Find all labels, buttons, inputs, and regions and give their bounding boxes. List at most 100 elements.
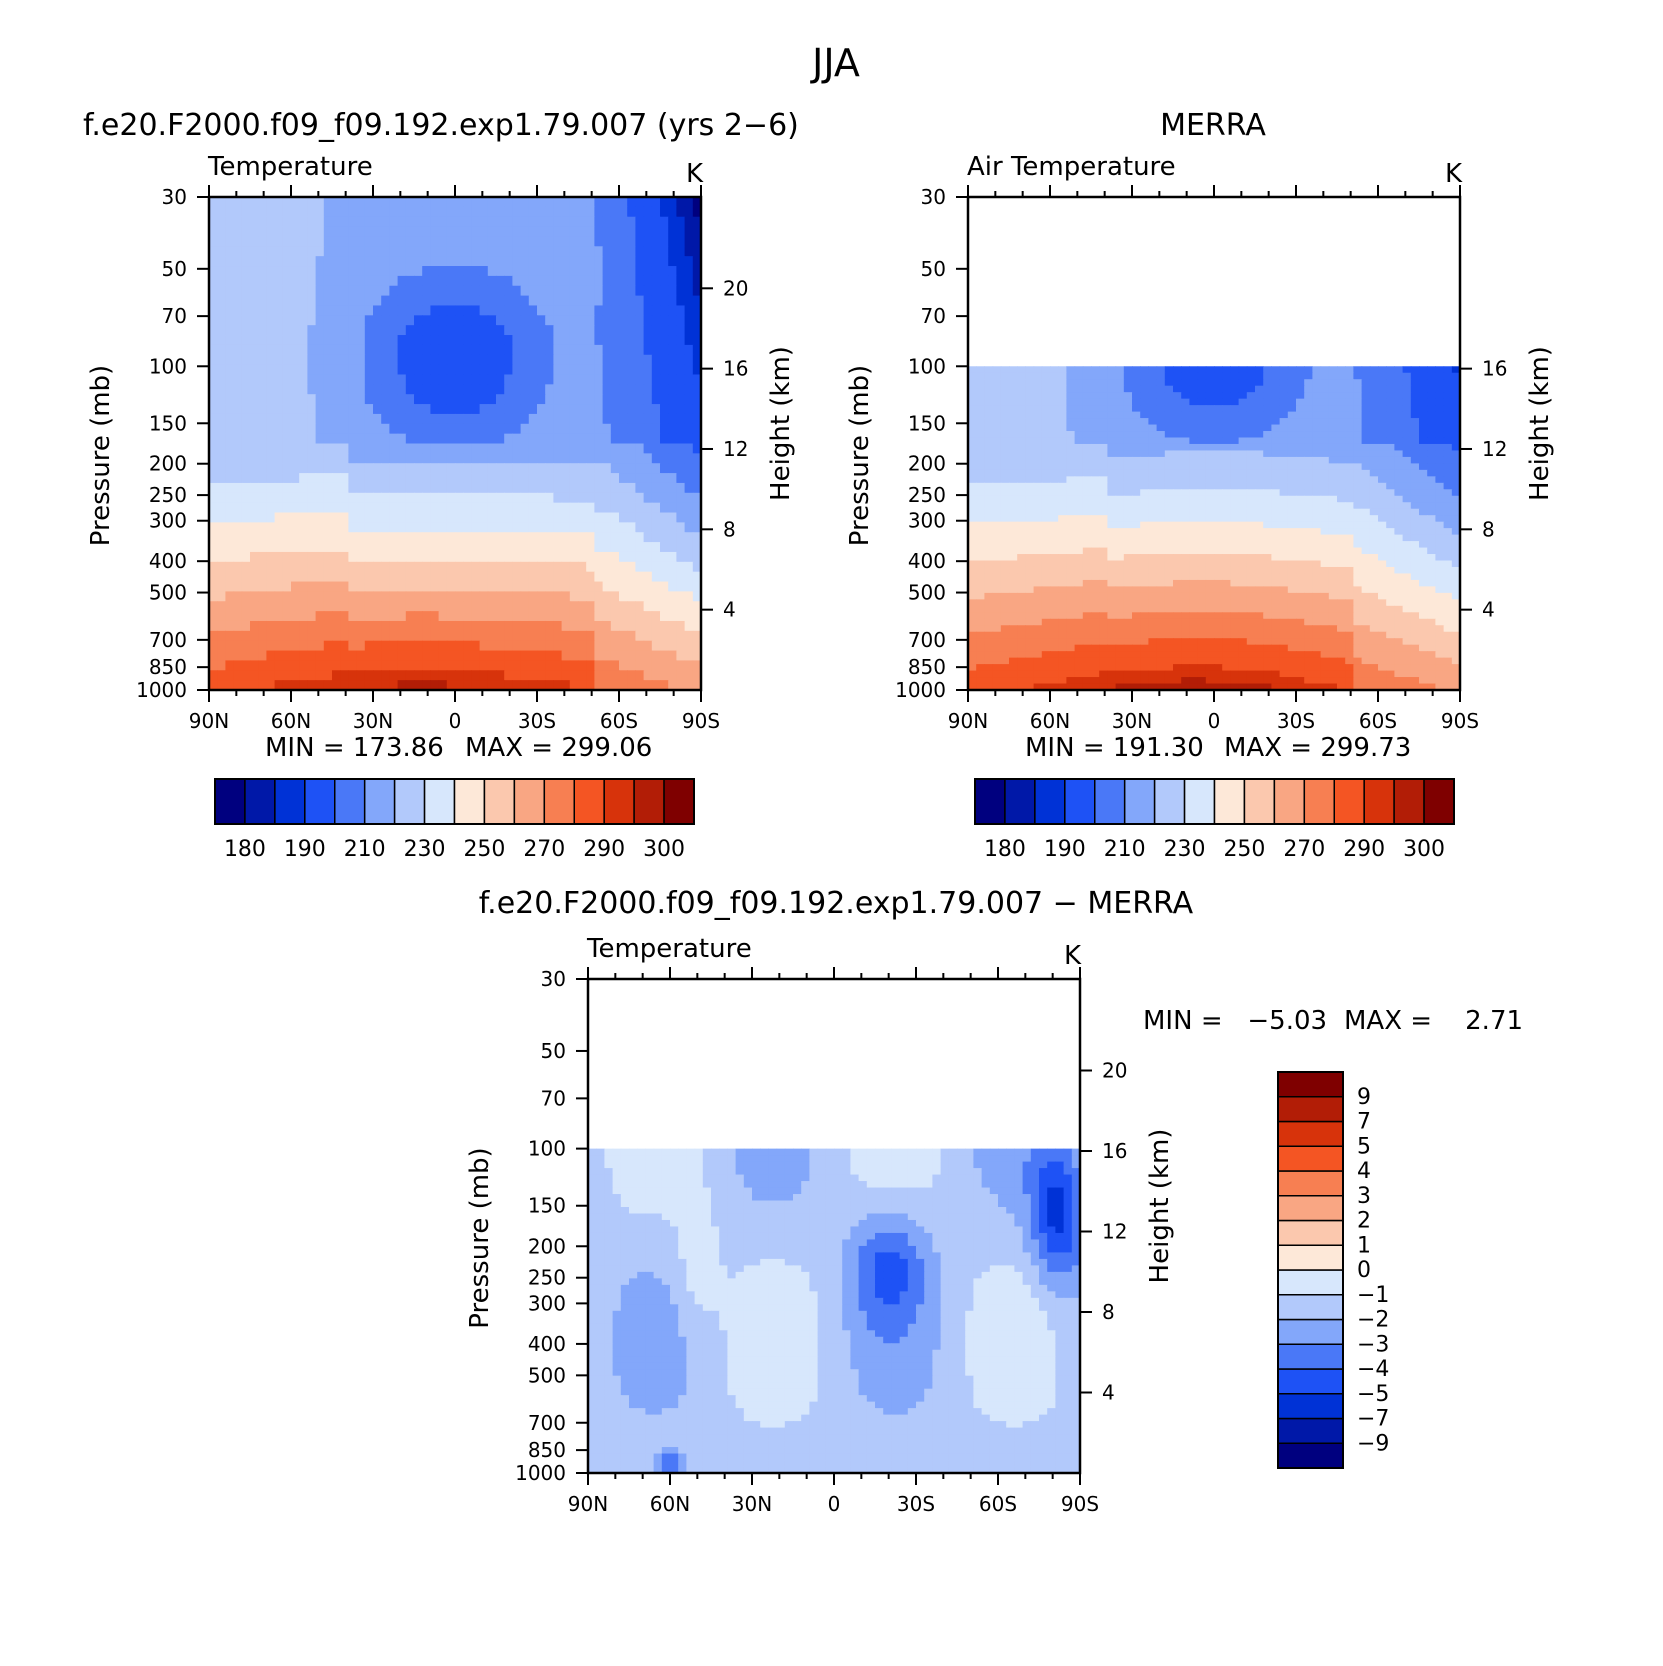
model-cell (602, 571, 612, 583)
obs-cell (1296, 385, 1305, 393)
model-cell (610, 591, 620, 602)
model-cell (266, 492, 276, 504)
model-cell (307, 325, 317, 336)
obs-cell (1320, 450, 1330, 458)
model-cell (463, 354, 472, 366)
obs-cell (1099, 482, 1108, 490)
obs-cell (1312, 456, 1322, 464)
model-cell (225, 542, 235, 553)
obs-cell (1050, 528, 1059, 536)
model-cell (241, 197, 251, 208)
obs-cell (976, 469, 985, 477)
obs-cell (1140, 379, 1149, 387)
model-cell (496, 561, 505, 573)
model-cell (586, 384, 595, 395)
model-cell (610, 502, 620, 514)
model-cell (364, 463, 374, 474)
obs-cell (1181, 534, 1190, 542)
model-cell (217, 433, 226, 445)
model-cell (340, 423, 349, 435)
model-cell (578, 492, 587, 504)
model-cell (364, 443, 374, 454)
obs-cell (1271, 379, 1281, 387)
model-cell (348, 591, 358, 602)
model-cell (241, 571, 251, 583)
obs-cell (1279, 418, 1289, 426)
model-cell (323, 601, 333, 612)
model-cell (274, 384, 284, 395)
obs-cell (1230, 456, 1240, 464)
model-cell (266, 473, 276, 484)
obs-cell (1337, 392, 1346, 400)
model-cell (586, 512, 595, 523)
model-cell (332, 364, 341, 376)
model-cell (446, 266, 456, 277)
model-cell (684, 423, 694, 435)
model-cell (422, 325, 431, 336)
model-cell (348, 522, 358, 533)
obs-cell (1140, 554, 1149, 562)
obs-cell (1041, 534, 1051, 542)
obs-cell (1320, 515, 1330, 523)
obs-cell (1099, 411, 1108, 419)
obs-cell (1271, 547, 1281, 555)
model-cell (422, 473, 431, 484)
model-cell (610, 581, 620, 592)
obs-cell (1009, 528, 1018, 536)
obs-cell (1050, 379, 1059, 387)
model-cell (463, 226, 472, 238)
obs-cell (1394, 515, 1404, 523)
model-cell (479, 630, 489, 642)
obs-cell (1386, 495, 1395, 503)
obs-cell (1246, 431, 1256, 439)
model-cell (332, 354, 341, 366)
obs-cell (1205, 418, 1215, 426)
obs-cell (1369, 418, 1379, 426)
obs-cell (1214, 366, 1223, 374)
model-cell (389, 630, 399, 642)
model-colorbar-box (573, 778, 605, 825)
model-cell (340, 285, 349, 297)
model-cell (373, 502, 382, 514)
obs-cell (1025, 476, 1035, 484)
model-cell (422, 581, 431, 592)
model-cell (520, 453, 530, 464)
model-cell (635, 463, 645, 474)
model-cell (250, 571, 259, 583)
obs-cell (1394, 366, 1404, 374)
obs-cell (1115, 443, 1125, 452)
model-cell (422, 413, 431, 425)
obs-cell (1296, 456, 1305, 464)
model-cell (315, 344, 325, 356)
obs-cell (1140, 372, 1149, 380)
obs-cell (1287, 392, 1297, 400)
obs-cell (984, 495, 994, 503)
obs-cell (1386, 541, 1395, 549)
obs-cell (1378, 392, 1387, 400)
model-cell (381, 551, 390, 563)
model-cell (537, 473, 546, 484)
model-cell (528, 532, 538, 543)
model-cell (512, 601, 522, 612)
obs-cell (1156, 482, 1166, 490)
model-cell (414, 423, 423, 435)
model-cell (422, 394, 431, 405)
model-cell (250, 335, 259, 346)
model-cell (438, 532, 448, 543)
model-cell (487, 206, 497, 218)
model-cell (438, 660, 448, 671)
model-cell (364, 295, 374, 307)
obs-cell (1255, 482, 1264, 490)
obs-cell (1197, 450, 1207, 458)
obs-cell (1304, 515, 1313, 523)
obs-cell (1025, 424, 1035, 432)
obs-cell (1435, 502, 1445, 510)
model-y-tick-label: 850 (149, 655, 187, 679)
model-cell (528, 670, 538, 681)
model-cell (356, 433, 366, 445)
model-cell (389, 532, 399, 543)
obs-cell (1173, 508, 1182, 516)
model-cell (635, 374, 645, 385)
obs-cell (1287, 418, 1297, 426)
model-cell (479, 216, 489, 228)
